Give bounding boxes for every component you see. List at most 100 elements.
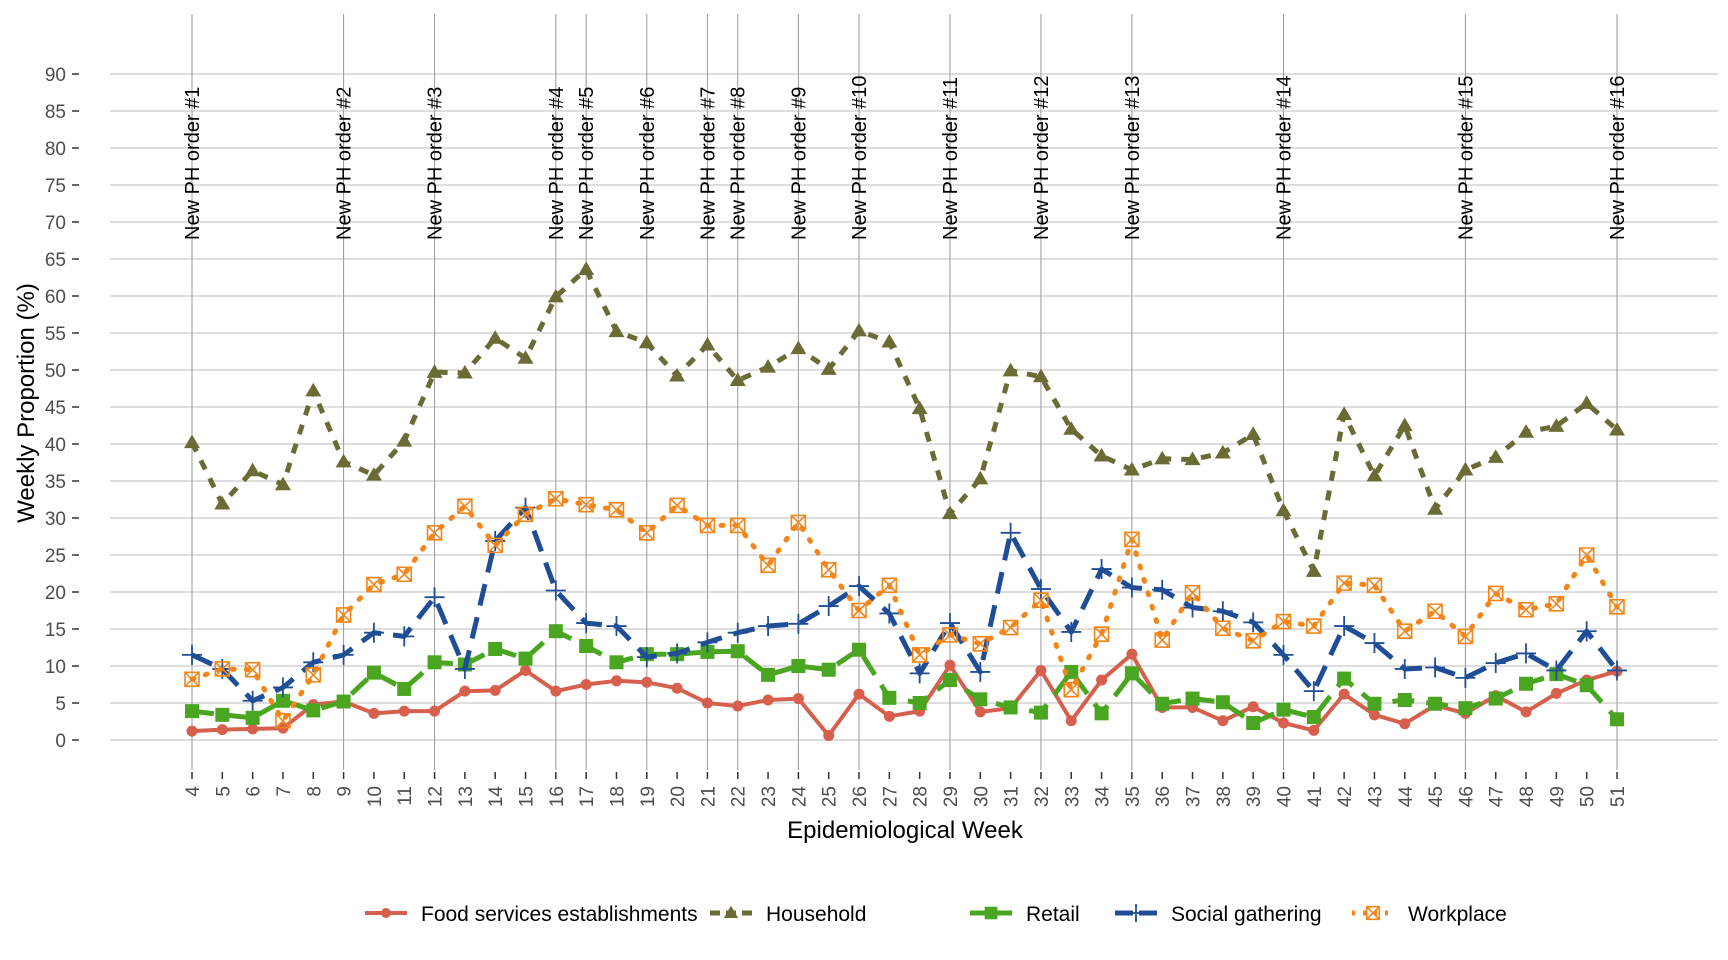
x-tick-label: 30 (971, 786, 992, 807)
data-point (883, 710, 895, 722)
data-point (851, 602, 867, 619)
data-point (1063, 421, 1080, 435)
y-tick-label: 45 (45, 398, 66, 419)
data-point (1609, 421, 1625, 436)
data-point (730, 644, 745, 659)
data-point (333, 644, 354, 665)
data-point (578, 496, 594, 513)
data-point (974, 706, 986, 718)
data-point (1275, 502, 1292, 517)
x-tick-label: 6 (244, 786, 265, 797)
data-point (760, 557, 776, 574)
data-point (1002, 619, 1019, 636)
data-point (758, 616, 779, 637)
data-point (970, 661, 991, 682)
data-point (1305, 563, 1322, 577)
data-point (303, 652, 324, 673)
ph-order-label: New PH order #5 (576, 87, 598, 240)
data-point (849, 576, 870, 597)
data-point (1033, 705, 1048, 720)
data-point (1366, 467, 1383, 482)
data-point (851, 322, 868, 337)
x-tick-label: 41 (1305, 786, 1326, 807)
ph-order-labels: New PH order #1 New PH order #2 New PH ord… (182, 75, 1629, 240)
ph-order-label: New PH order #16 (1607, 75, 1629, 240)
data-point (790, 514, 807, 531)
data-point (184, 671, 200, 688)
data-point (1455, 667, 1476, 688)
data-point (790, 340, 807, 355)
x-tick-label: 18 (607, 786, 628, 807)
x-tick-label: 44 (1396, 786, 1417, 808)
data-point (879, 603, 900, 624)
data-point (727, 622, 748, 643)
data-point (1123, 461, 1140, 476)
data-point (1065, 715, 1077, 727)
data-point (335, 607, 352, 623)
data-point (547, 288, 564, 303)
data-point (1303, 681, 1324, 702)
data-point (305, 382, 322, 397)
data-point (638, 525, 655, 541)
x-tick-label: 11 (395, 786, 416, 806)
data-point (1127, 904, 1145, 922)
x-tick-label: 16 (547, 786, 568, 807)
data-point (729, 517, 746, 534)
data-point (454, 658, 475, 679)
data-point (396, 566, 413, 583)
data-point (1488, 691, 1503, 706)
data-point (398, 705, 410, 717)
data-point (1516, 643, 1537, 664)
data-point (1334, 616, 1355, 637)
data-point (881, 577, 898, 594)
x-tick-label: 43 (1365, 786, 1386, 807)
data-point (788, 613, 809, 634)
x-tick-label: 50 (1578, 786, 1599, 807)
data-point (1607, 660, 1627, 681)
data-point (456, 364, 473, 379)
data-point (1368, 709, 1380, 721)
data-point (1000, 522, 1021, 543)
data-point (1185, 691, 1200, 706)
data-point (1427, 501, 1444, 515)
legend-label: Household (766, 903, 866, 926)
data-point (942, 673, 957, 688)
y-tick-label: 10 (45, 657, 66, 678)
x-tick-label: 38 (1214, 786, 1235, 807)
data-point (1610, 712, 1624, 727)
x-tick-label: 10 (365, 786, 386, 807)
x-tick-label: 13 (456, 786, 477, 807)
data-point (397, 681, 412, 696)
data-point (1336, 575, 1352, 591)
data-point (1273, 644, 1294, 665)
data-point (881, 333, 898, 348)
data-point (242, 690, 263, 711)
data-point (1394, 658, 1415, 679)
data-point (853, 688, 865, 700)
data-point (426, 364, 443, 378)
y-tick-label: 80 (45, 139, 66, 160)
data-point (1063, 681, 1080, 698)
data-point (272, 677, 293, 698)
data-point (1579, 678, 1594, 693)
data-point (186, 725, 198, 737)
legend-label: Retail (1026, 903, 1080, 926)
data-point (821, 662, 836, 677)
data-point (1126, 648, 1138, 660)
data-point (368, 707, 380, 719)
data-point (1428, 696, 1443, 711)
data-point (942, 627, 958, 643)
data-point (820, 361, 837, 375)
series-workplace (184, 490, 1625, 729)
x-tick-label: 12 (426, 786, 447, 807)
data-point (1155, 696, 1170, 711)
legend: Food services establishments Household Ret… (365, 903, 1507, 926)
data-point (1246, 715, 1261, 730)
x-tick-label: 49 (1547, 786, 1568, 807)
data-point (911, 647, 928, 663)
series-household (184, 261, 1625, 577)
data-point (823, 730, 835, 742)
data-point (1519, 676, 1534, 691)
x-tick-label: 19 (638, 786, 659, 807)
data-point (1217, 715, 1229, 727)
